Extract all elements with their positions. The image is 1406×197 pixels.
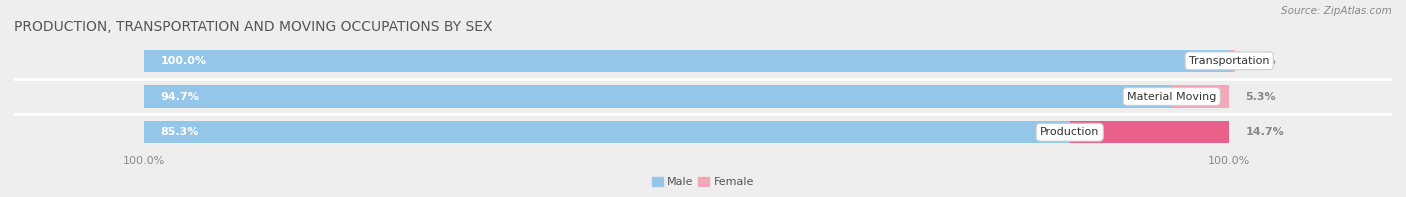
Bar [145,50,1229,72]
Text: 14.7%: 14.7% [1246,127,1284,137]
Bar [145,121,1070,143]
Text: Source: ZipAtlas.com: Source: ZipAtlas.com [1281,6,1392,16]
Legend: Male, Female: Male, Female [647,172,759,191]
Text: Production: Production [1040,127,1099,137]
Text: Material Moving: Material Moving [1128,92,1216,101]
Text: 0.0%: 0.0% [1246,56,1277,66]
Bar [1070,121,1229,143]
Bar [1171,85,1229,108]
Bar [145,85,1171,108]
Text: 5.3%: 5.3% [1246,92,1277,101]
Text: 94.7%: 94.7% [160,92,200,101]
Bar [1229,50,1234,72]
Bar [145,50,1229,72]
Bar [145,121,1229,143]
Text: Transportation: Transportation [1189,56,1270,66]
Text: 85.3%: 85.3% [160,127,198,137]
Text: PRODUCTION, TRANSPORTATION AND MOVING OCCUPATIONS BY SEX: PRODUCTION, TRANSPORTATION AND MOVING OC… [14,20,492,34]
Text: 100.0%: 100.0% [160,56,207,66]
Bar [145,85,1229,108]
